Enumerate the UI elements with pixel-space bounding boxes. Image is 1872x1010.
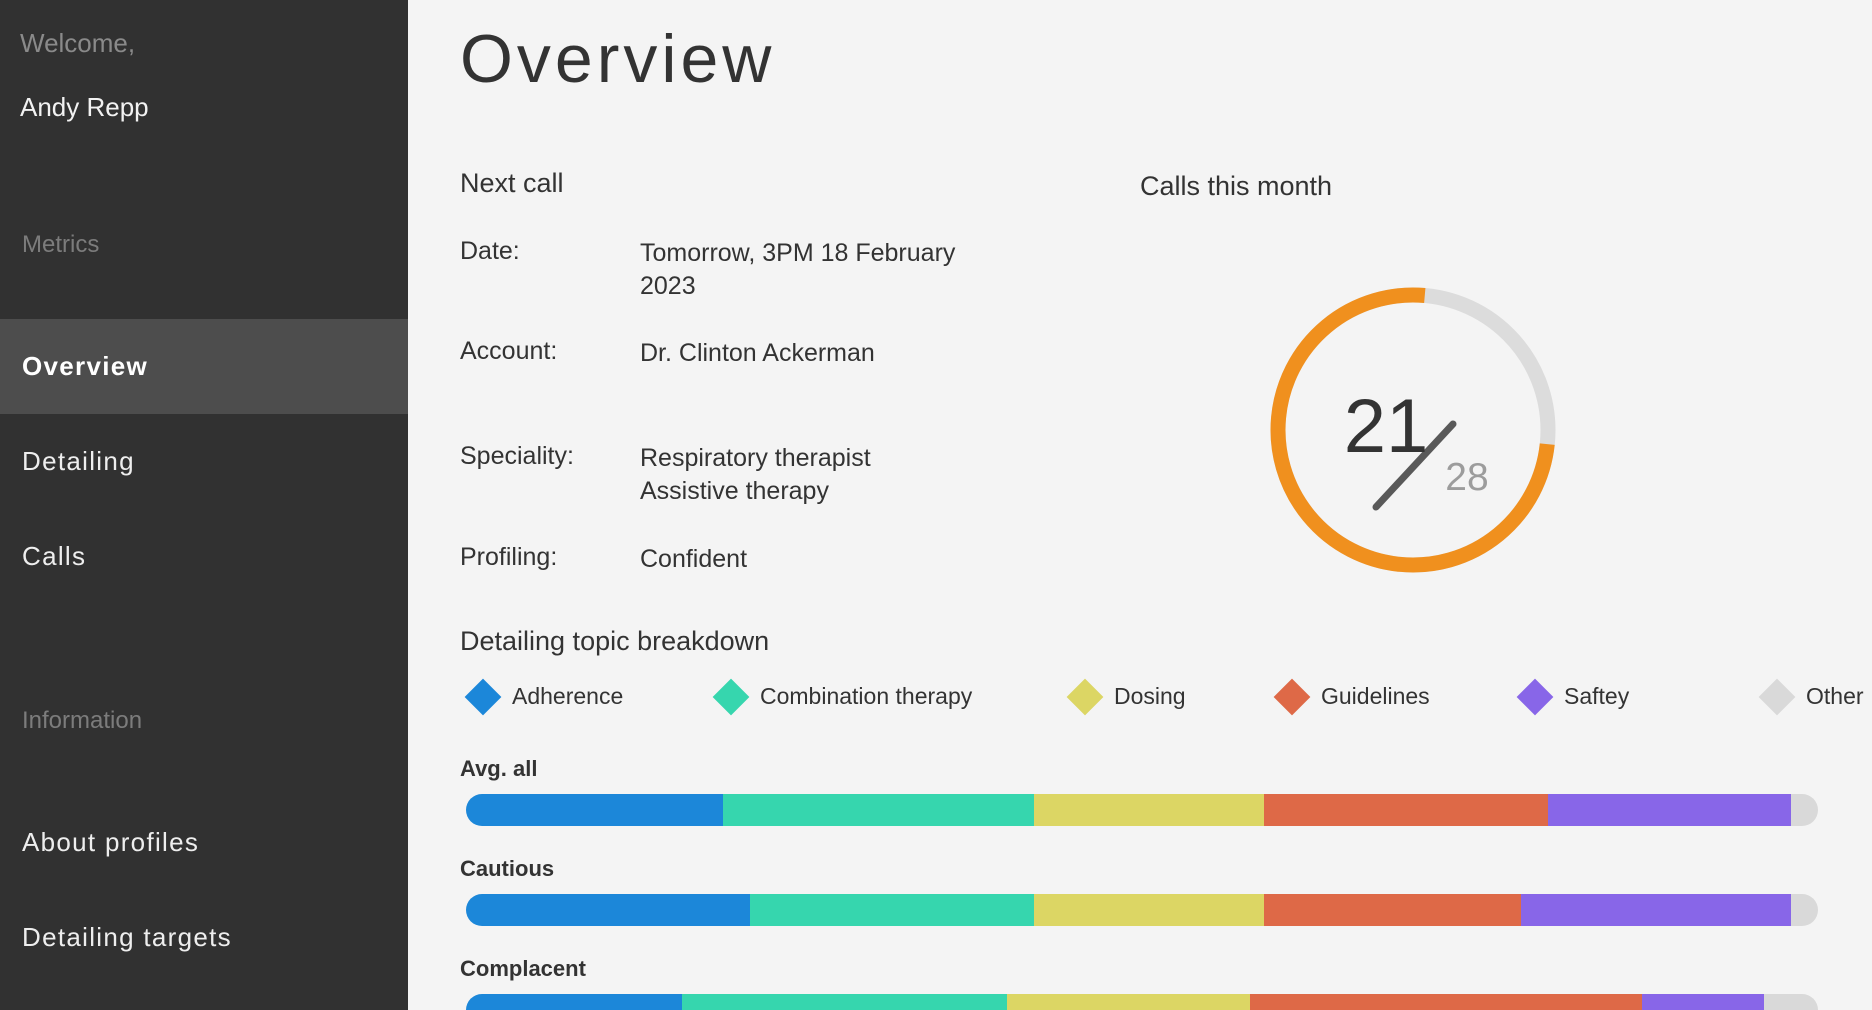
svg-text:21: 21 — [1344, 384, 1429, 469]
svg-text:28: 28 — [1445, 456, 1488, 499]
